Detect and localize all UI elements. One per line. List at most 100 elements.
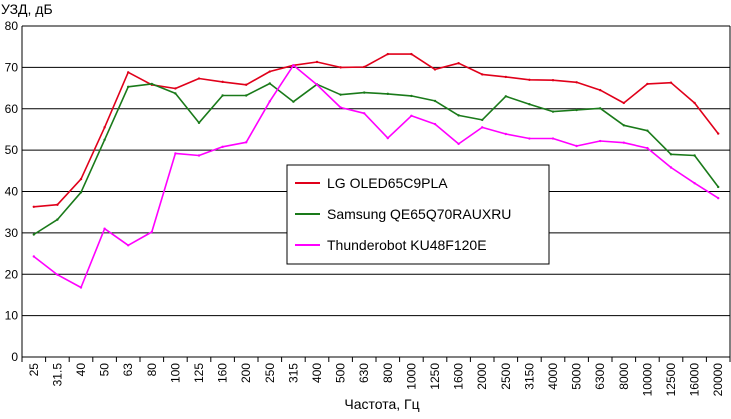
data-point	[528, 137, 531, 140]
x-tick-label: 12500	[664, 363, 678, 397]
x-tick-label: 160	[216, 363, 230, 383]
data-point	[56, 203, 59, 206]
x-tick-label: 315	[286, 363, 300, 383]
y-tick-label: 80	[5, 19, 19, 33]
series-1	[32, 52, 720, 209]
series-line	[33, 64, 719, 289]
legend-item: Thunderobot KU48F120E	[295, 237, 487, 253]
data-point	[457, 142, 460, 146]
y-tick-label: 40	[5, 185, 19, 199]
data-point	[197, 77, 201, 80]
data-point	[221, 94, 224, 97]
data-point	[79, 286, 83, 289]
x-tick-label: 63	[121, 363, 135, 377]
data-point	[433, 122, 437, 126]
data-point	[717, 196, 720, 200]
data-point	[575, 81, 578, 84]
y-tick-label: 20	[5, 267, 19, 281]
data-point	[386, 52, 389, 56]
data-point	[292, 100, 295, 103]
data-point	[363, 91, 366, 94]
data-point	[245, 83, 248, 86]
data-point	[433, 99, 437, 103]
data-point	[410, 52, 413, 56]
data-point	[717, 185, 720, 189]
data-point	[150, 230, 153, 234]
data-point	[103, 227, 106, 230]
data-point	[504, 75, 507, 79]
data-point	[481, 73, 484, 76]
data-point	[551, 137, 555, 140]
y-tick-label: 50	[5, 143, 19, 157]
data-point	[268, 82, 271, 85]
data-point	[669, 166, 673, 169]
data-point	[174, 87, 177, 90]
data-point	[56, 273, 59, 276]
series-lines	[32, 52, 720, 289]
x-tick-label: 630	[357, 363, 371, 383]
x-tick-label: 80	[145, 363, 159, 377]
data-point	[221, 80, 224, 84]
x-tick-label: 20000	[711, 363, 725, 397]
data-point	[315, 60, 319, 64]
x-tick-label: 4000	[546, 363, 560, 390]
legend: LG OLED65C9PLA Samsung QE65Q70RAUXRU Thund…	[286, 164, 550, 265]
data-point	[551, 110, 555, 113]
data-point	[717, 132, 720, 135]
data-point	[127, 85, 130, 89]
data-point	[599, 107, 602, 110]
data-point	[457, 62, 460, 65]
data-point	[197, 121, 201, 125]
legend-label: Thunderobot KU48F120E	[327, 237, 487, 253]
legend-box	[286, 164, 550, 265]
data-point	[410, 114, 413, 117]
data-point	[481, 118, 484, 122]
axes	[21, 26, 731, 362]
x-tick-label: 1000	[404, 363, 418, 390]
y-tick-label: 30	[5, 226, 19, 240]
data-point	[481, 126, 484, 129]
data-point	[339, 93, 342, 96]
x-axis-title: Частота, Гц	[344, 396, 419, 412]
data-point	[410, 94, 413, 98]
data-point	[127, 71, 130, 74]
data-point	[528, 102, 531, 106]
data-point	[292, 64, 295, 67]
data-point	[386, 92, 389, 96]
data-point	[79, 177, 83, 181]
data-point	[127, 244, 130, 247]
x-tick-label: 500	[334, 363, 348, 383]
data-point	[646, 146, 649, 150]
tick-labels: 0 10 20 30 40 50 60 70 80 25 31.5 40 50 63 80 100 125 160…	[5, 19, 726, 396]
x-tick-label: 250	[263, 363, 277, 383]
x-tick-label: 31.5	[50, 363, 64, 387]
x-tick-label: 2000	[475, 363, 489, 390]
data-point	[433, 68, 437, 71]
y-tick-label: 60	[5, 102, 19, 116]
data-point	[79, 191, 83, 194]
data-point	[268, 70, 271, 73]
x-tick-label: 6300	[593, 363, 607, 390]
data-point	[245, 141, 248, 144]
x-tick-label: 200	[239, 363, 253, 383]
data-point	[32, 233, 35, 236]
data-point	[622, 124, 625, 127]
data-point	[221, 145, 224, 149]
legend-item: Samsung QE65Q70RAUXRU	[295, 206, 511, 222]
x-tick-label: 8000	[617, 363, 631, 390]
data-point	[622, 141, 625, 144]
series-line	[33, 53, 719, 208]
data-point	[693, 182, 696, 185]
data-point	[363, 112, 366, 115]
data-point	[103, 138, 106, 141]
x-tick-label: 25	[27, 363, 41, 377]
y-tick-label: 10	[5, 309, 19, 323]
data-point	[56, 218, 59, 221]
x-tick-label: 50	[98, 363, 112, 377]
data-point	[669, 153, 673, 156]
x-tick-label: 100	[168, 363, 182, 383]
data-point	[599, 88, 602, 92]
series-line	[33, 82, 719, 236]
data-point	[32, 255, 35, 258]
